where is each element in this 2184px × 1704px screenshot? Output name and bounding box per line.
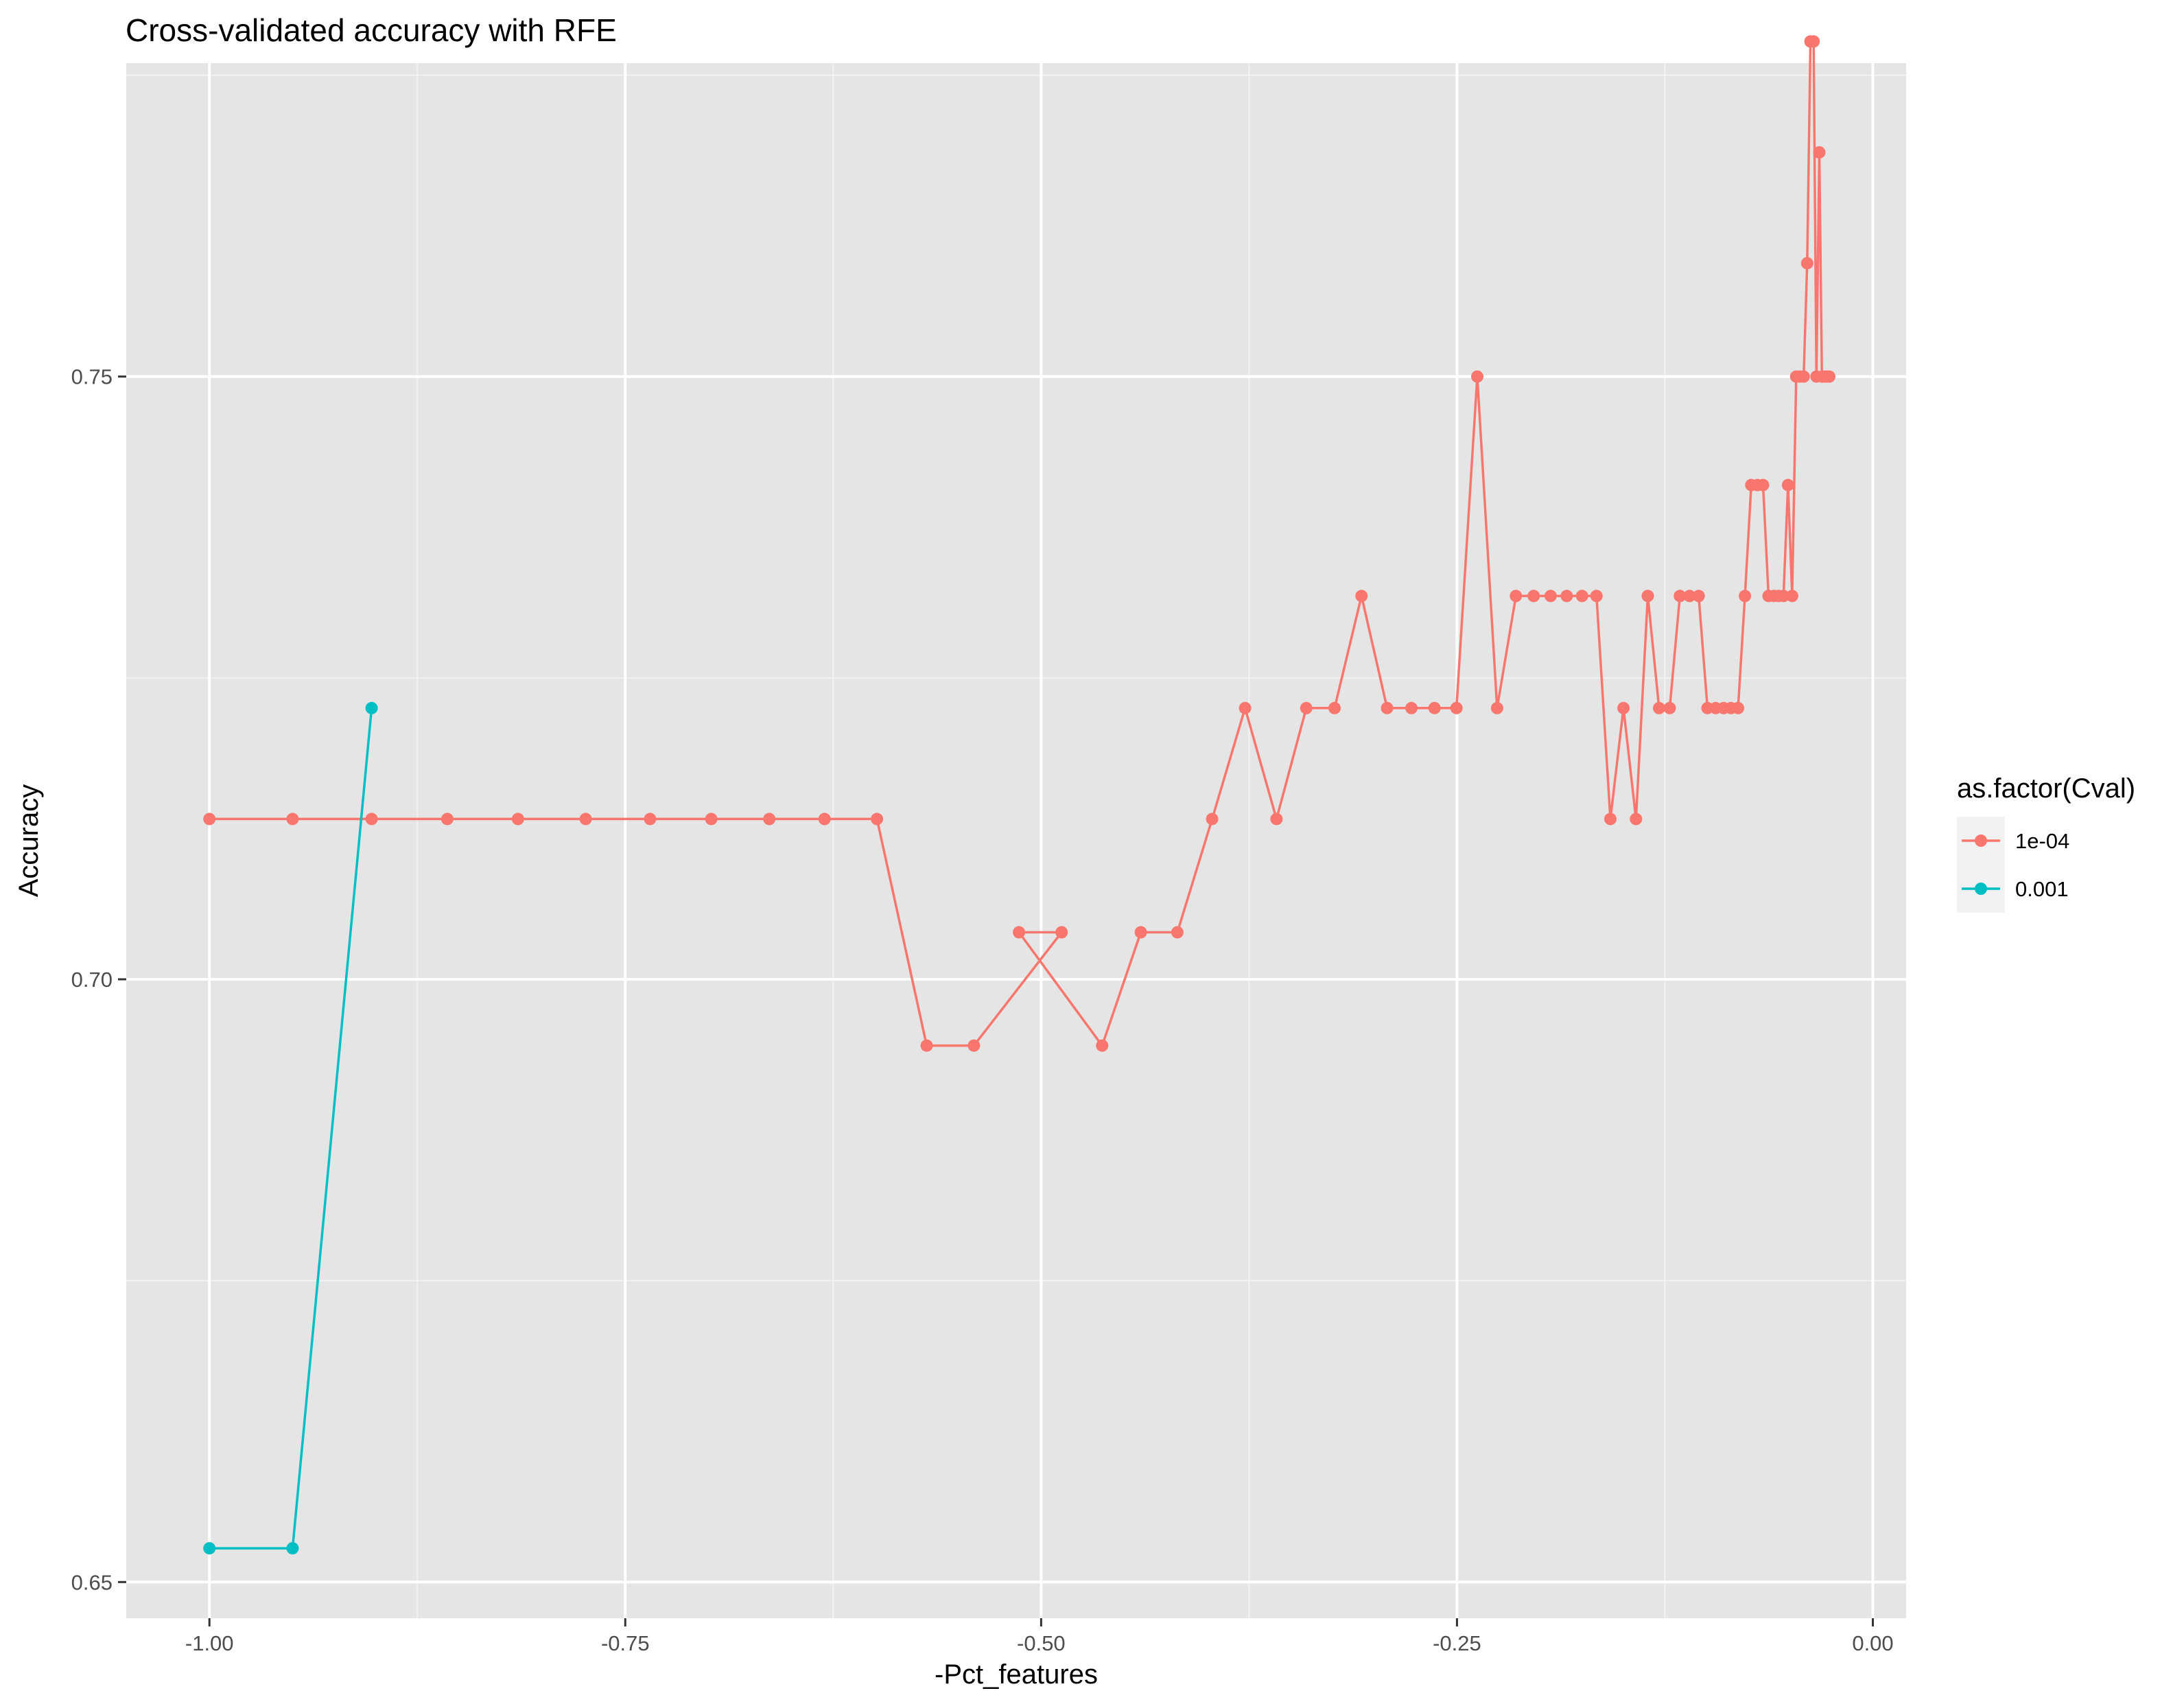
data-point xyxy=(1807,35,1820,48)
data-point xyxy=(1692,590,1705,603)
y-tick-label: 0.65 xyxy=(71,1570,113,1594)
data-point xyxy=(286,1542,299,1555)
data-point xyxy=(203,813,216,826)
data-point xyxy=(1630,813,1643,826)
data-point xyxy=(871,813,884,826)
data-point xyxy=(644,813,657,826)
data-point xyxy=(1206,813,1219,826)
data-point xyxy=(579,813,592,826)
data-point xyxy=(967,1039,981,1052)
data-point xyxy=(441,813,454,826)
data-point xyxy=(1328,701,1341,714)
legend-key-point xyxy=(1975,835,1987,847)
chart-title: Cross-validated accuracy with RFE xyxy=(126,12,617,48)
y-axis: 0.65 0.70 0.75 xyxy=(71,365,126,1594)
data-point xyxy=(1781,478,1794,491)
legend-label: 1e-04 xyxy=(2015,829,2069,853)
data-point xyxy=(1428,701,1441,714)
data-point xyxy=(1674,590,1687,603)
legend-keys: 1e-04 0.001 xyxy=(1957,817,2069,913)
data-point xyxy=(1510,590,1523,603)
data-point xyxy=(1785,590,1798,603)
data-point xyxy=(365,813,378,826)
legend-key-point xyxy=(1975,883,1987,895)
data-point xyxy=(1732,701,1745,714)
data-point xyxy=(1823,370,1835,383)
x-tick-label: -0.75 xyxy=(601,1631,650,1655)
data-point xyxy=(365,701,378,714)
data-point xyxy=(1013,926,1026,939)
series-layer xyxy=(203,35,1835,1555)
x-tick-label: -1.00 xyxy=(185,1631,234,1655)
data-point xyxy=(1355,590,1368,603)
data-point xyxy=(1663,701,1676,714)
data-point xyxy=(1096,1039,1109,1052)
y-tick-label: 0.70 xyxy=(71,968,113,992)
data-point xyxy=(1757,478,1770,491)
data-point xyxy=(1381,701,1394,714)
x-tick-label: -0.50 xyxy=(1017,1631,1066,1655)
data-point xyxy=(1527,590,1540,603)
data-point xyxy=(1653,701,1665,714)
plot-panel xyxy=(126,63,1906,1618)
data-point xyxy=(286,813,299,826)
data-point xyxy=(705,813,718,826)
data-point xyxy=(1238,701,1252,714)
data-point xyxy=(1471,370,1483,383)
data-point xyxy=(1739,590,1752,603)
x-axis: -1.00 -0.75 -0.50 -0.25 0.00 xyxy=(185,1618,1894,1655)
data-point xyxy=(1590,590,1603,603)
legend-title: as.factor(Cval) xyxy=(1957,773,2135,804)
data-point xyxy=(763,813,776,826)
data-point xyxy=(920,1039,933,1052)
data-point xyxy=(1641,590,1654,603)
data-point xyxy=(1134,926,1147,939)
data-point xyxy=(1617,701,1630,714)
major-gridlines xyxy=(126,63,1906,1618)
legend: as.factor(Cval) 1e-04 0.001 xyxy=(1957,773,2135,913)
data-point xyxy=(1450,701,1463,714)
series-line-1 xyxy=(209,40,1829,1047)
data-point xyxy=(1813,146,1826,159)
data-point xyxy=(1544,590,1557,603)
data-point xyxy=(1575,590,1588,603)
y-axis-title: Accuracy xyxy=(14,784,44,898)
data-point xyxy=(1055,926,1068,939)
data-point xyxy=(1777,590,1790,603)
data-point xyxy=(1560,590,1573,603)
data-point xyxy=(1604,813,1617,826)
data-point xyxy=(1683,590,1696,603)
x-tick-label: 0.00 xyxy=(1852,1631,1893,1655)
data-point xyxy=(1300,701,1313,714)
legend-label: 0.001 xyxy=(2015,877,2069,901)
minor-gridlines xyxy=(126,63,1906,1618)
data-point xyxy=(1405,701,1418,714)
data-point xyxy=(203,1542,216,1555)
data-point xyxy=(1171,926,1184,939)
data-point xyxy=(818,813,831,826)
data-point xyxy=(1797,370,1810,383)
data-point xyxy=(1800,257,1813,270)
data-point xyxy=(1490,701,1503,714)
y-tick-label: 0.75 xyxy=(71,365,113,389)
x-tick-label: -0.25 xyxy=(1433,1631,1481,1655)
data-point xyxy=(1270,813,1283,826)
x-axis-title: -Pct_features xyxy=(935,1659,1098,1690)
data-point xyxy=(511,813,524,826)
